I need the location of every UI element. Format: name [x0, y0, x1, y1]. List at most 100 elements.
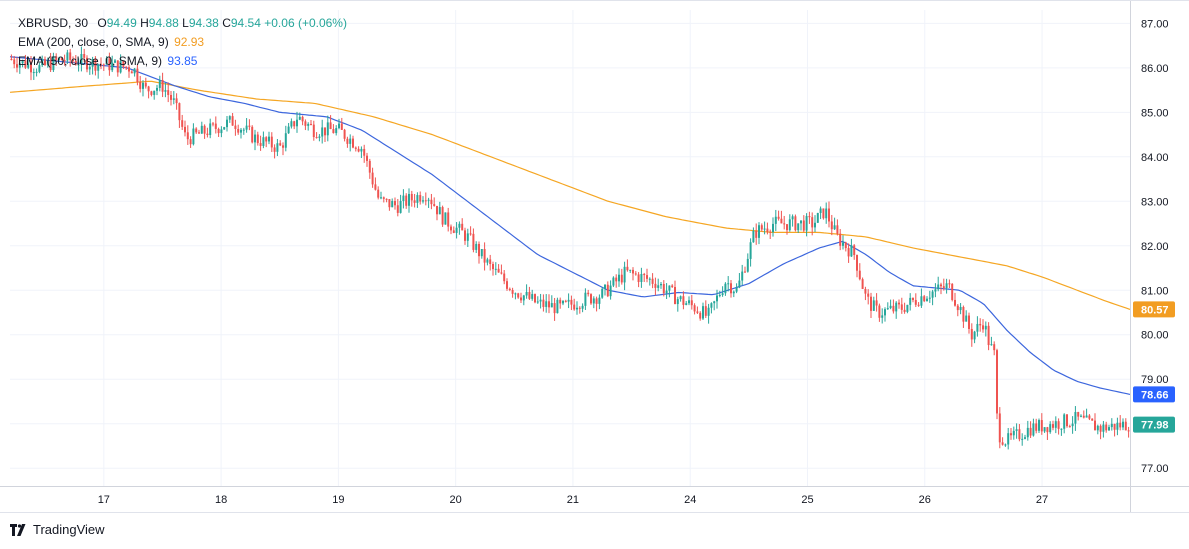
candle-body [844, 242, 847, 249]
price-tick-label: 84.00 [1141, 152, 1169, 164]
candle-body [693, 305, 696, 312]
chart-legend: XBRUSD, 30 O94.49 H94.88 L94.38 C94.54 +… [18, 14, 347, 71]
candle-body [13, 59, 16, 65]
candle-body [962, 306, 965, 322]
candles-series [10, 46, 1130, 450]
candle-body [167, 90, 170, 95]
candle-body [178, 103, 181, 121]
candle-body [220, 129, 223, 134]
candle-body [203, 125, 206, 134]
candle-body [618, 274, 620, 282]
candle-body [360, 148, 363, 152]
candle-body [416, 195, 419, 203]
candle-body [651, 278, 654, 284]
candle-body [735, 287, 738, 292]
candle-body [133, 68, 136, 74]
candle-body [567, 299, 570, 302]
candle-body [405, 195, 408, 206]
high-value: 94.88 [148, 16, 179, 30]
candle-body [1049, 424, 1052, 433]
candle-body [550, 303, 553, 308]
candle-body [987, 325, 990, 346]
candle-body [475, 243, 478, 250]
candle-body [797, 223, 800, 231]
candle-body [713, 301, 716, 304]
candle-body [116, 60, 119, 73]
candle-body [450, 226, 452, 231]
candle-body [298, 116, 301, 120]
candle-body [822, 208, 825, 219]
candle-body [556, 299, 559, 314]
candle-body [511, 290, 514, 294]
candle-body [629, 269, 632, 271]
candle-body [718, 295, 721, 297]
candle-body [856, 255, 858, 271]
candle-body [562, 300, 564, 304]
candle-body [214, 123, 217, 129]
candle-body [80, 53, 83, 65]
high-label: H [140, 16, 149, 30]
candle-body [1127, 430, 1130, 432]
candle-body [156, 87, 158, 91]
candle-body [808, 216, 811, 218]
candle-body [161, 79, 164, 92]
symbol-name[interactable]: XBRUSD, 30 [18, 16, 89, 30]
candle-body [385, 198, 388, 200]
price-tick-label: 80.00 [1141, 330, 1169, 342]
price-tick-label: 77.00 [1141, 463, 1169, 475]
candle-body [604, 284, 606, 289]
candle-body [842, 242, 844, 246]
candle-body [1080, 415, 1082, 417]
candle-body [912, 297, 914, 301]
candle-body [968, 315, 970, 329]
ema50-legend-row[interactable]: EMA (50, close, 0, SMA, 9) 93.85 [18, 52, 347, 71]
symbol-row[interactable]: XBRUSD, 30 O94.49 H94.88 L94.38 C94.54 +… [18, 14, 347, 33]
candle-body [158, 79, 161, 88]
axes [0, 0, 1189, 513]
candle-body [1057, 421, 1060, 429]
open-label: O [97, 16, 107, 30]
time-tick-label: 26 [919, 494, 931, 506]
candle-body [1113, 423, 1116, 430]
candle-body [388, 199, 391, 208]
candle-body [1077, 412, 1080, 417]
tradingview-logo[interactable]: TradingView [10, 522, 105, 537]
candle-body [1071, 423, 1074, 427]
candle-body [592, 298, 595, 304]
candle-body [951, 283, 954, 300]
candle-body [847, 248, 850, 257]
candle-body [1043, 427, 1046, 432]
candle-body [517, 293, 520, 298]
candle-body [492, 264, 494, 270]
candle-body [282, 145, 284, 148]
candle-body [114, 60, 116, 63]
ema200-label[interactable]: EMA (200, close, 0, SMA, 9) [18, 35, 169, 49]
candle-body [436, 205, 438, 215]
candle-body [881, 315, 884, 318]
price-tag-label: 78.66 [1141, 389, 1169, 401]
ema200-legend-row[interactable]: EMA (200, close, 0, SMA, 9) 92.93 [18, 33, 347, 52]
candle-body [800, 220, 802, 224]
candle-body [469, 233, 472, 235]
candle-body [514, 293, 517, 295]
candle-body [217, 128, 220, 134]
candle-body [791, 216, 794, 220]
price-tag-label: 80.57 [1141, 304, 1169, 316]
candle-body [707, 307, 710, 316]
price-tag-box [1133, 386, 1175, 403]
time-axis-ticks[interactable]: 17 18 19 20 21 24 25 26 27 [98, 494, 1048, 506]
candle-body [478, 243, 480, 257]
candle-body [909, 297, 912, 305]
candle-body [237, 128, 240, 133]
price-tag-box [1133, 301, 1175, 318]
candle-body [18, 63, 21, 68]
candle-body [660, 283, 662, 286]
candle-body [1122, 421, 1124, 428]
candle-body [1082, 415, 1085, 418]
candle-body [1068, 426, 1071, 428]
candle-body [744, 271, 746, 273]
candle-body [886, 308, 889, 310]
ema50-label[interactable]: EMA (50, close, 0, SMA, 9) [18, 54, 163, 68]
